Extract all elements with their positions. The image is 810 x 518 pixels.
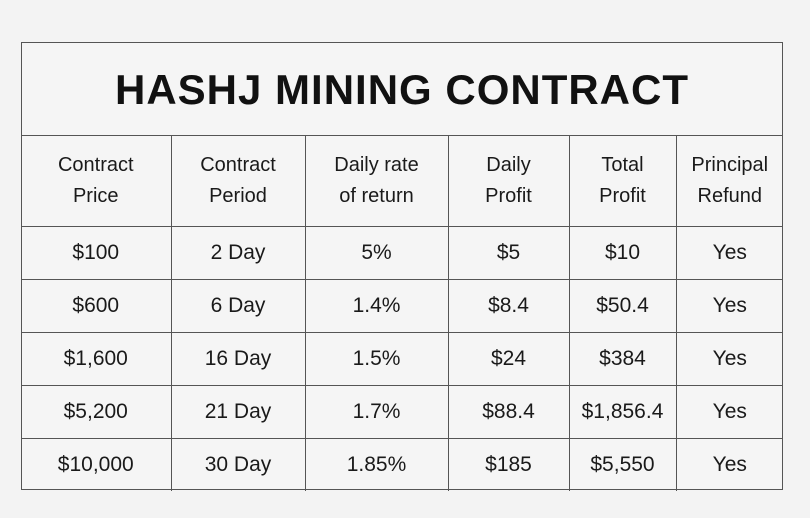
table-row: $600 6 Day 1.4% $8.4 $50.4 Yes <box>21 279 783 333</box>
table-header-row: Contract Price Contract Period Daily rat… <box>21 135 783 227</box>
cell-daily-profit: $185 <box>447 438 570 491</box>
cell-daily-profit: $88.4 <box>447 385 570 439</box>
cell-total-profit: $50.4 <box>568 279 677 333</box>
cell-daily-rate: 1.7% <box>304 385 449 439</box>
cell-principal-refund: Yes <box>675 385 783 439</box>
header-principal-refund: Principal Refund <box>675 135 783 227</box>
header-total-profit: Total Profit <box>568 135 677 227</box>
header-line: Profit <box>599 185 646 207</box>
cell-contract-period: 2 Day <box>170 226 306 280</box>
header-line: Contract <box>200 154 276 176</box>
cell-principal-refund: Yes <box>675 332 783 386</box>
table-row: $1,600 16 Day 1.5% $24 $384 Yes <box>21 332 783 386</box>
cell-total-profit: $384 <box>568 332 677 386</box>
cell-daily-rate: 5% <box>304 226 449 280</box>
table-row: $100 2 Day 5% $5 $10 Yes <box>21 226 783 280</box>
header-line: Profit <box>485 185 532 207</box>
cell-contract-price: $10,000 <box>21 438 172 491</box>
cell-total-profit: $5,550 <box>568 438 677 491</box>
cell-contract-price: $5,200 <box>21 385 172 439</box>
header-daily-profit: Daily Profit <box>447 135 570 227</box>
header-contract-price: Contract Price <box>21 135 172 227</box>
cell-daily-profit: $5 <box>447 226 570 280</box>
header-contract-period: Contract Period <box>170 135 306 227</box>
header-line: Period <box>209 185 267 207</box>
cell-principal-refund: Yes <box>675 279 783 333</box>
cell-contract-period: 6 Day <box>170 279 306 333</box>
cell-contract-price: $1,600 <box>21 332 172 386</box>
cell-contract-period: 30 Day <box>170 438 306 491</box>
cell-contract-price: $100 <box>21 226 172 280</box>
header-line: Principal <box>691 154 769 176</box>
table-row: $10,000 30 Day 1.85% $185 $5,550 Yes <box>21 438 783 491</box>
cell-contract-period: 21 Day <box>170 385 306 439</box>
header-line: Daily <box>486 154 531 176</box>
cell-total-profit: $10 <box>568 226 677 280</box>
cell-daily-profit: $24 <box>447 332 570 386</box>
cell-principal-refund: Yes <box>675 438 783 491</box>
cell-daily-rate: 1.5% <box>304 332 449 386</box>
cell-contract-price: $600 <box>21 279 172 333</box>
header-line: Daily rate <box>334 154 419 176</box>
cell-daily-rate: 1.85% <box>304 438 449 491</box>
table-row: $5,200 21 Day 1.7% $88.4 $1,856.4 Yes <box>21 385 783 439</box>
cell-daily-rate: 1.4% <box>304 279 449 333</box>
contract-table: Contract Price Contract Period Daily rat… <box>21 135 783 491</box>
header-line: Refund <box>697 185 763 207</box>
header-line: Contract <box>57 154 134 176</box>
cell-contract-period: 16 Day <box>170 332 306 386</box>
header-line: of return <box>339 185 414 207</box>
cell-total-profit: $1,856.4 <box>568 385 677 439</box>
cell-principal-refund: Yes <box>675 226 783 280</box>
header-line: Price <box>72 185 119 207</box>
page-title: HASHJ MINING CONTRACT <box>115 66 689 113</box>
header-line: Total <box>601 154 644 176</box>
contract-table-frame: HASHJ MINING CONTRACT Contract Price Con… <box>21 42 783 491</box>
cell-daily-profit: $8.4 <box>447 279 570 333</box>
header-daily-rate: Daily rate of return <box>304 135 449 227</box>
